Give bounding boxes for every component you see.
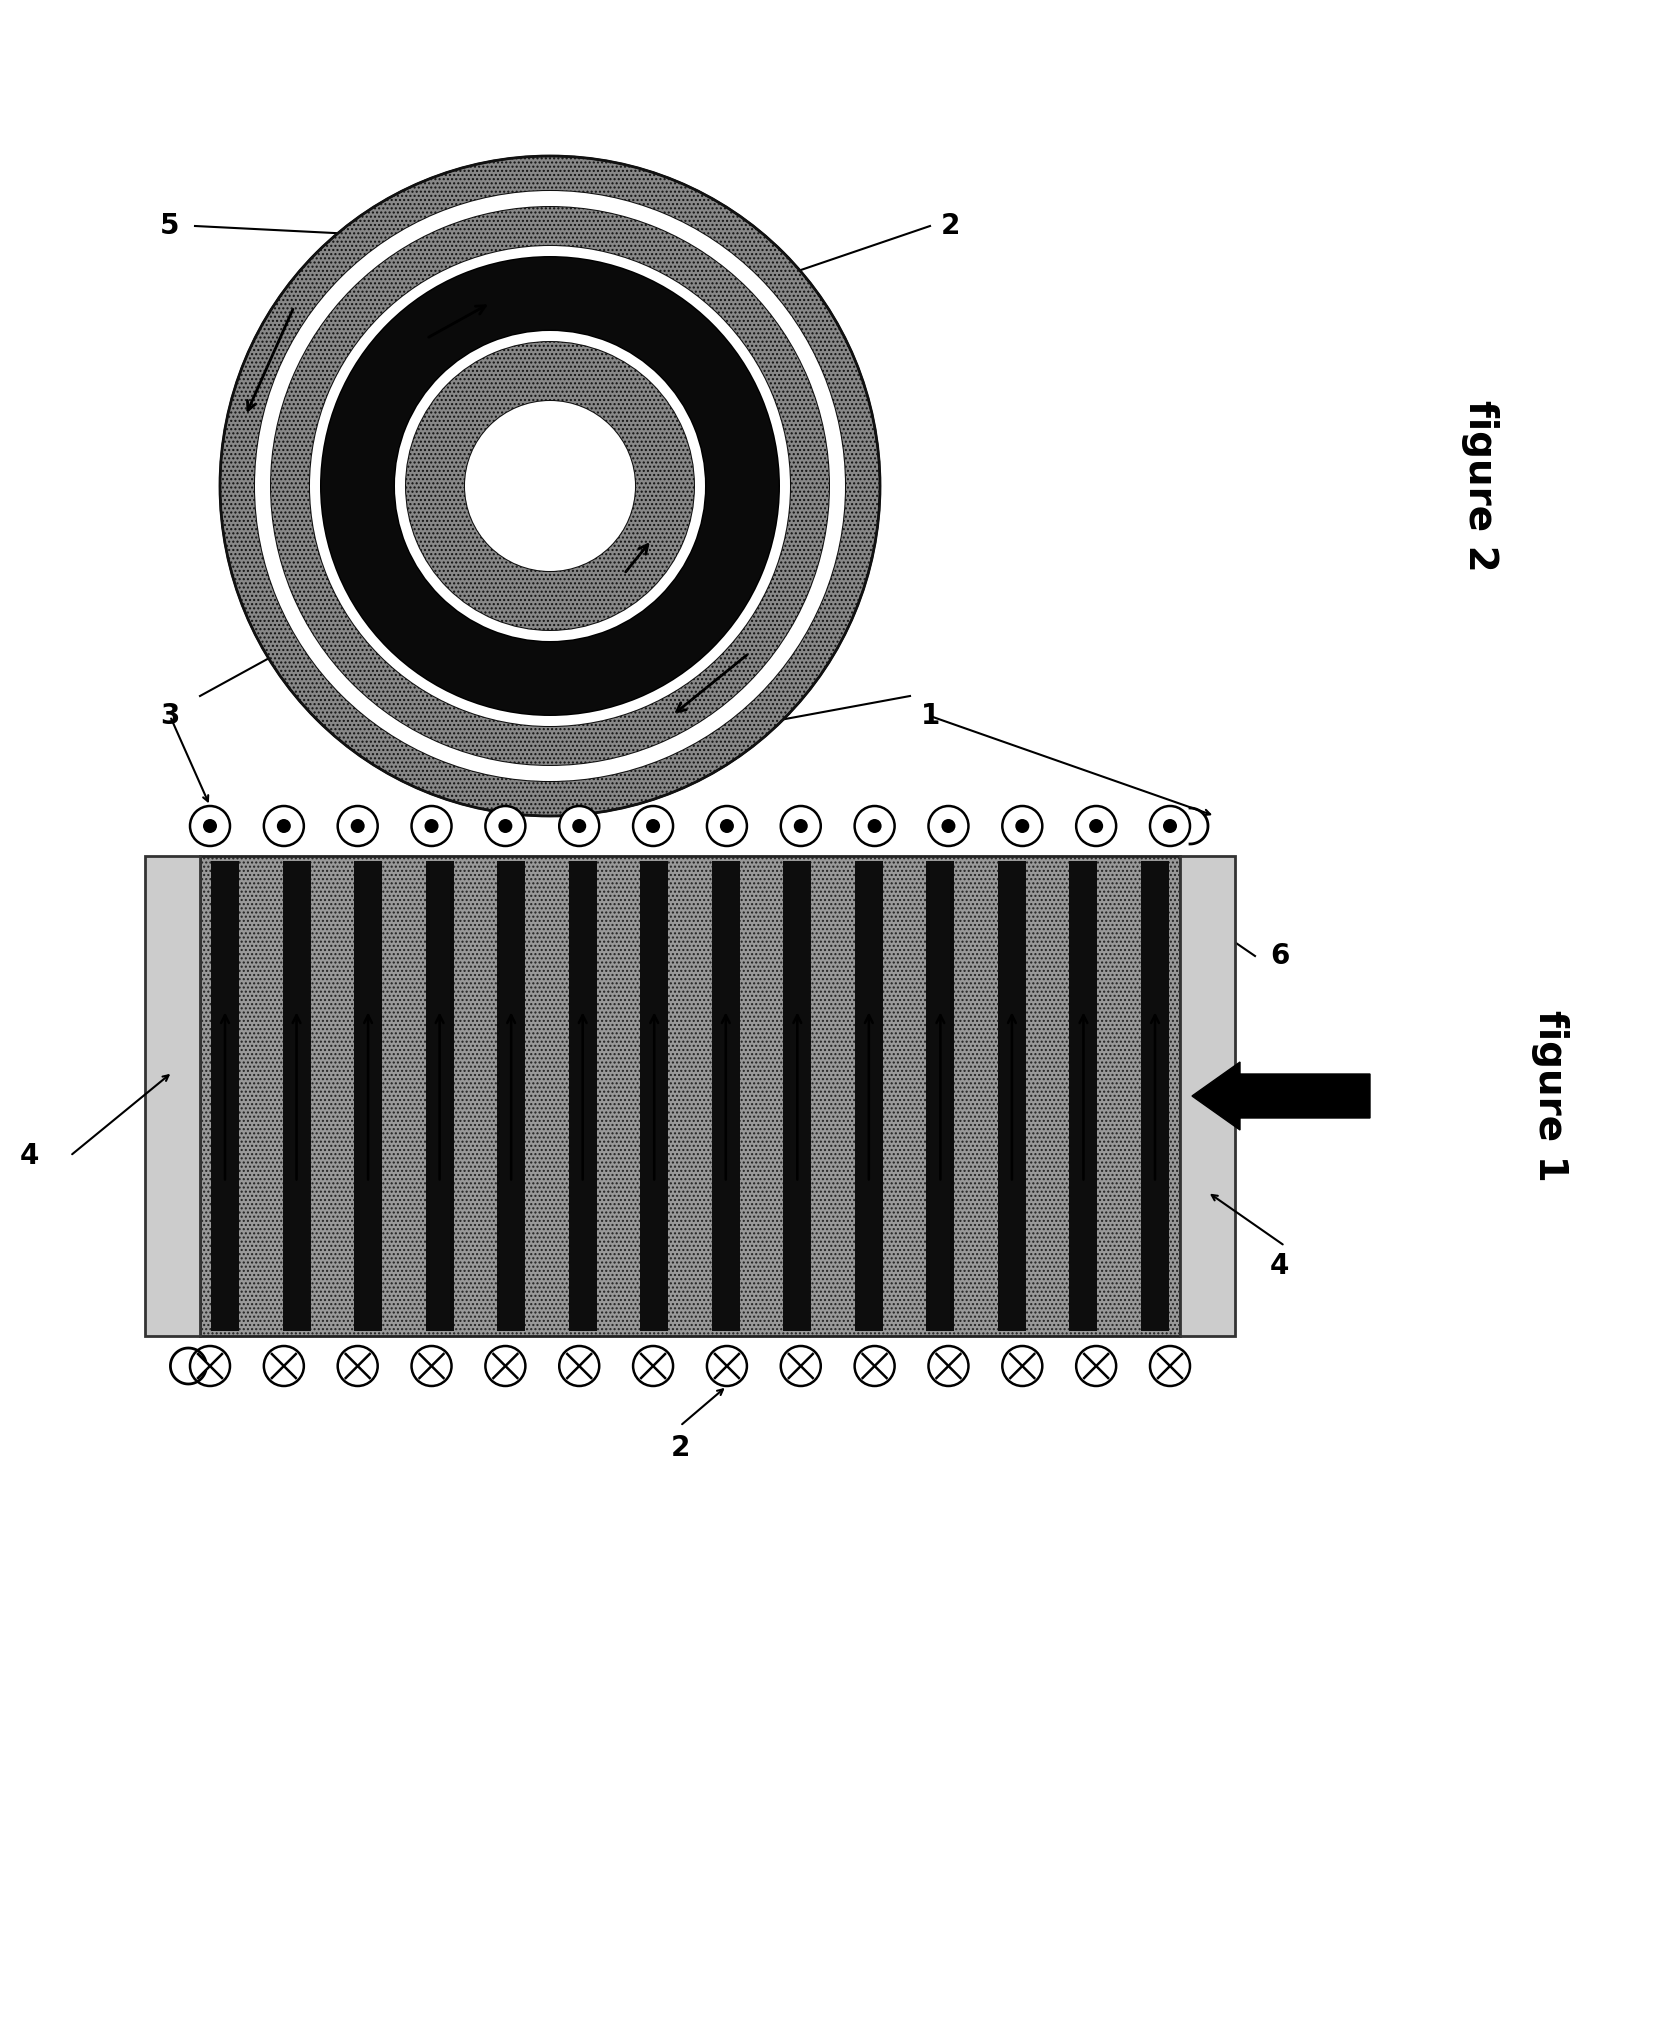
Bar: [354, 861, 382, 1332]
Circle shape: [485, 1346, 525, 1387]
Bar: [145, 855, 199, 1336]
Circle shape: [465, 401, 635, 570]
Circle shape: [646, 818, 659, 833]
Circle shape: [1149, 806, 1189, 847]
Bar: [211, 861, 239, 1332]
Bar: [713, 861, 739, 1332]
Bar: [639, 861, 668, 1332]
Circle shape: [485, 806, 525, 847]
Text: 6: 6: [1271, 943, 1289, 969]
Circle shape: [719, 818, 734, 833]
Bar: [497, 861, 525, 1332]
Circle shape: [337, 1346, 377, 1387]
Circle shape: [1163, 818, 1178, 833]
Circle shape: [942, 818, 955, 833]
Circle shape: [1076, 806, 1116, 847]
Text: 1: 1: [920, 702, 940, 731]
Bar: [568, 861, 596, 1332]
Bar: [1141, 861, 1169, 1332]
Circle shape: [203, 818, 218, 833]
Bar: [784, 861, 811, 1332]
Bar: [1070, 861, 1098, 1332]
Circle shape: [214, 151, 885, 821]
Circle shape: [794, 818, 807, 833]
Text: 5: 5: [159, 212, 179, 240]
Circle shape: [1149, 1346, 1189, 1387]
Circle shape: [264, 1346, 304, 1387]
Circle shape: [633, 806, 673, 847]
Circle shape: [573, 818, 586, 833]
Text: 2: 2: [671, 1433, 689, 1462]
Circle shape: [867, 818, 882, 833]
Circle shape: [633, 1346, 673, 1387]
Text: figure 1: figure 1: [1531, 1010, 1570, 1181]
Circle shape: [350, 818, 365, 833]
Circle shape: [928, 806, 968, 847]
Bar: [927, 861, 955, 1332]
Circle shape: [928, 1346, 968, 1387]
Circle shape: [781, 1346, 821, 1387]
Circle shape: [498, 818, 512, 833]
Bar: [282, 861, 311, 1332]
Circle shape: [277, 818, 291, 833]
Circle shape: [855, 806, 895, 847]
Circle shape: [708, 806, 747, 847]
Circle shape: [337, 806, 377, 847]
Text: 4: 4: [1271, 1252, 1289, 1281]
Circle shape: [1090, 818, 1103, 833]
Text: 3: 3: [161, 702, 179, 731]
Circle shape: [560, 806, 600, 847]
Circle shape: [855, 1346, 895, 1387]
Text: 2: 2: [940, 212, 960, 240]
Circle shape: [425, 818, 439, 833]
Bar: [855, 861, 884, 1332]
Circle shape: [412, 806, 452, 847]
Circle shape: [1076, 1346, 1116, 1387]
Circle shape: [1002, 806, 1043, 847]
Circle shape: [412, 1346, 452, 1387]
Circle shape: [1015, 818, 1030, 833]
Circle shape: [560, 1346, 600, 1387]
FancyArrow shape: [1193, 1063, 1370, 1130]
Circle shape: [781, 806, 821, 847]
Bar: [199, 855, 1179, 1336]
Circle shape: [708, 1346, 747, 1387]
Text: figure 2: figure 2: [1462, 401, 1498, 572]
Circle shape: [264, 806, 304, 847]
Bar: [425, 861, 453, 1332]
Bar: [1179, 855, 1236, 1336]
Text: 4: 4: [20, 1142, 40, 1171]
Circle shape: [189, 806, 229, 847]
Circle shape: [1002, 1346, 1043, 1387]
Bar: [998, 861, 1026, 1332]
Circle shape: [189, 1346, 229, 1387]
